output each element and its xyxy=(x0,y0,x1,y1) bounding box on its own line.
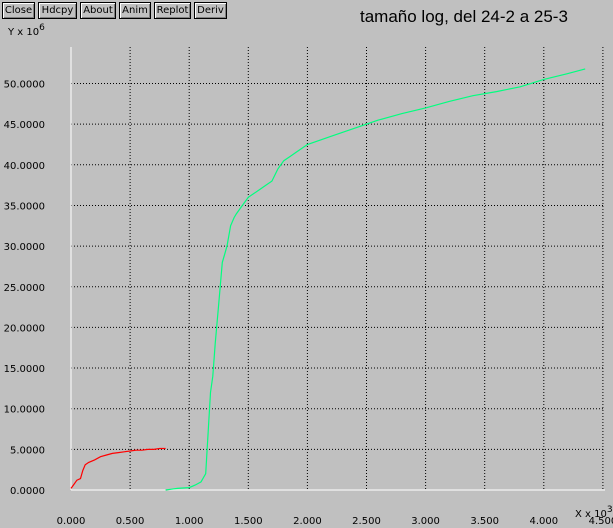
y-tick-label: 5.0000 xyxy=(10,445,45,456)
x-tick-label: 4.500 xyxy=(589,516,613,527)
y-tick-label: 40.0000 xyxy=(4,161,45,172)
hdcpy-button[interactable]: Hdcpy xyxy=(38,2,77,19)
y-tick-label: 10.0000 xyxy=(4,405,45,416)
y-tick-label: 20.0000 xyxy=(4,323,45,334)
deriv-button[interactable]: Deriv xyxy=(194,2,227,19)
y-tick-label: 35.0000 xyxy=(4,201,45,212)
y-tick-label: 0.0000 xyxy=(10,486,45,497)
y-tick-label: 25.0000 xyxy=(4,283,45,294)
y-tick-labels: 0.0000 5.0000 10.0000 15.0000 20.0000 25.0000… xyxy=(4,80,45,498)
y-tick-label: 45.0000 xyxy=(4,120,45,131)
x-tick-label: 0.500 xyxy=(116,516,145,527)
series-line-2 xyxy=(165,68,586,491)
y-tick-label: 30.0000 xyxy=(4,242,45,253)
x-tick-label: 0.000 xyxy=(57,516,86,527)
x-axis-label: X x 103 xyxy=(575,505,613,520)
about-button[interactable]: About xyxy=(80,2,116,19)
x-tick-labels: 0.000 0.500 1.000 1.500 2.000 2.500 3.000 3.500… xyxy=(57,516,613,527)
x-tick-label: 2.000 xyxy=(293,516,322,527)
y-tick-label: 15.0000 xyxy=(4,364,45,375)
x-tick-label: 1.500 xyxy=(234,516,263,527)
axes xyxy=(70,47,605,491)
anim-button[interactable]: Anim xyxy=(119,2,151,19)
close-button[interactable]: Close xyxy=(2,2,35,19)
x-tick-label: 3.000 xyxy=(411,516,440,527)
replot-button[interactable]: Replot xyxy=(154,2,191,19)
y-tick-label: 50.0000 xyxy=(4,80,45,91)
chart-title: tamaño log, del 24-2 a 25-3 xyxy=(360,7,568,26)
series-line-1 xyxy=(70,447,166,489)
series xyxy=(70,68,586,491)
y-axis-label: Y x 106 xyxy=(7,23,45,38)
x-tick-label: 4.000 xyxy=(529,516,558,527)
x-tick-label: 2.500 xyxy=(352,516,381,527)
x-tick-label: 3.500 xyxy=(470,516,499,527)
x-tick-label: 1.000 xyxy=(175,516,204,527)
grid xyxy=(71,47,605,490)
